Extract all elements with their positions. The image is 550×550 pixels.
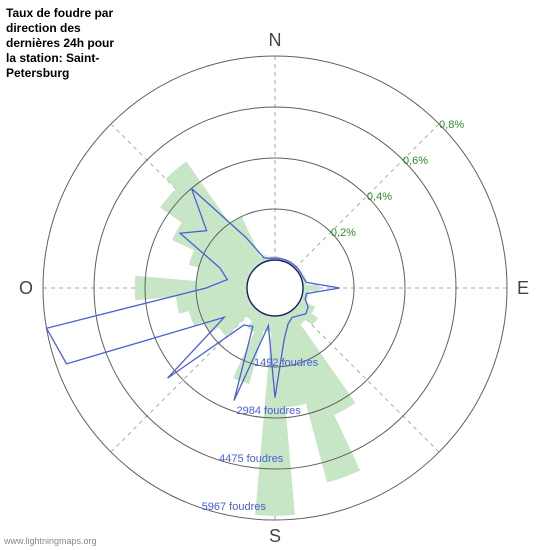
ring-label-blue: 1492 foudres <box>254 357 319 369</box>
cardinal-E: E <box>517 278 529 298</box>
center-hub <box>247 260 303 316</box>
ring-label-green: 0,2% <box>331 227 356 239</box>
ring-label-blue: 5967 foudres <box>202 501 267 513</box>
cardinal-W: O <box>19 278 33 298</box>
polar-chart-container: Taux de foudre par direction des dernièr… <box>0 0 550 550</box>
cardinal-N: N <box>269 30 282 50</box>
ring-label-blue: 2984 foudres <box>237 405 302 417</box>
polar-chart-svg: 0,2% 0,4% 0,6% 0,8% 1492 foudres 2984 foudres… <box>0 0 550 550</box>
cardinal-S: S <box>269 526 281 546</box>
chart-credit: www.lightningmaps.org <box>4 536 97 546</box>
ring-label-green: 0,6% <box>403 155 428 167</box>
ring-label-blue: 4475 foudres <box>219 453 284 465</box>
ring-label-green: 0,4% <box>367 191 392 203</box>
ring-label-green: 0,8% <box>439 119 464 131</box>
